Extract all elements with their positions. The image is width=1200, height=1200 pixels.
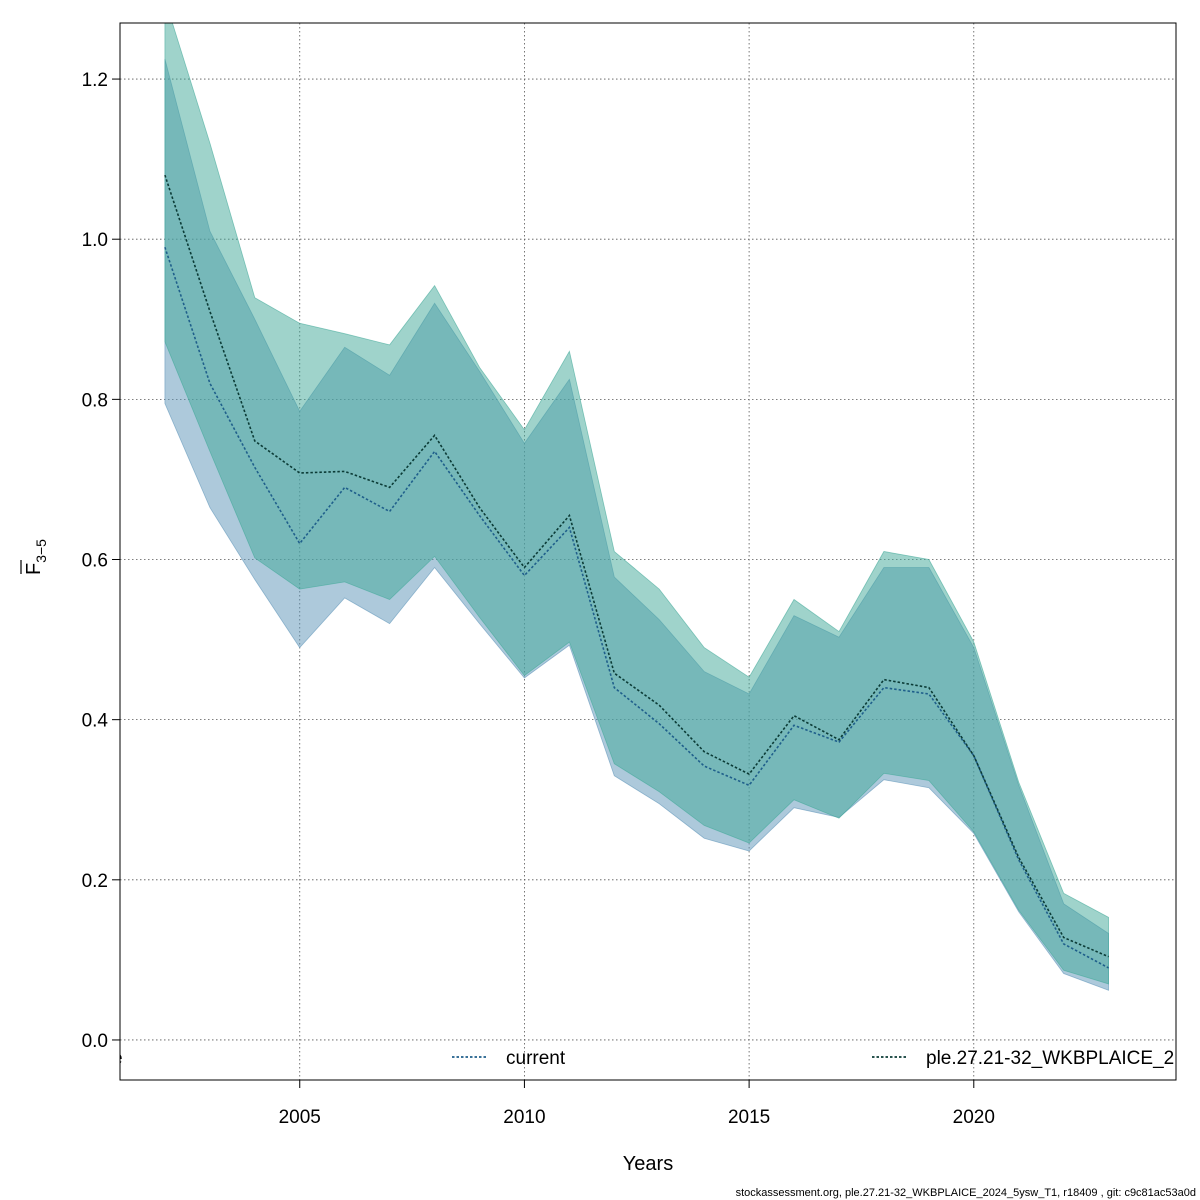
series-line-2 [164,174,1109,958]
legend-label-series-2: ple.27.21-32_WKBPLAICE_2 [926,1048,1174,1069]
y-axis-title-subscript: 3−5 [33,539,49,563]
series-lines [164,174,1109,969]
y-tick-label-0.4: 0.4 [82,711,109,732]
plot-frame [119,22,1177,1081]
y-tick-label-0.2: 0.2 [82,871,108,892]
x-tick-label-2020: 2020 [953,1107,995,1128]
y-tick-label-0.6: 0.6 [82,551,108,572]
y-axis-title: F3−5 [20,539,49,575]
legend-clipped-label: e [112,1048,123,1069]
x-tick-label-2010: 2010 [503,1107,545,1128]
x-axis-title: Years [623,1153,673,1175]
y-tick-label-0.0: 0.0 [82,1031,108,1052]
y-axis: 0.0 0.2 0.4 0.6 0.8 1.0 1.2 [82,70,120,1052]
x-tick-label-2015: 2015 [728,1107,770,1128]
legend-label-series-1: current [506,1048,566,1069]
confidence-band-series-2 [164,23,1109,985]
y-tick-label-1.0: 1.0 [82,230,108,251]
y-axis-title-main: F [23,563,45,575]
confidence-bands [164,23,1109,991]
x-axis: 2005 2010 2015 2020 [279,1080,995,1128]
series-line-1 [164,246,1109,969]
y-tick-label-1.2: 1.2 [82,70,108,91]
x-tick-label-2005: 2005 [279,1107,321,1128]
svg-text:F3−5: F3−5 [23,539,49,575]
footer-note: stockassessment.org, ple.27.21-32_WKBPLA… [736,1187,1196,1199]
legend: e current ple.27.21-32_WKBPLAICE_2 [112,1048,1174,1069]
y-tick-label-0.8: 0.8 [82,390,108,411]
